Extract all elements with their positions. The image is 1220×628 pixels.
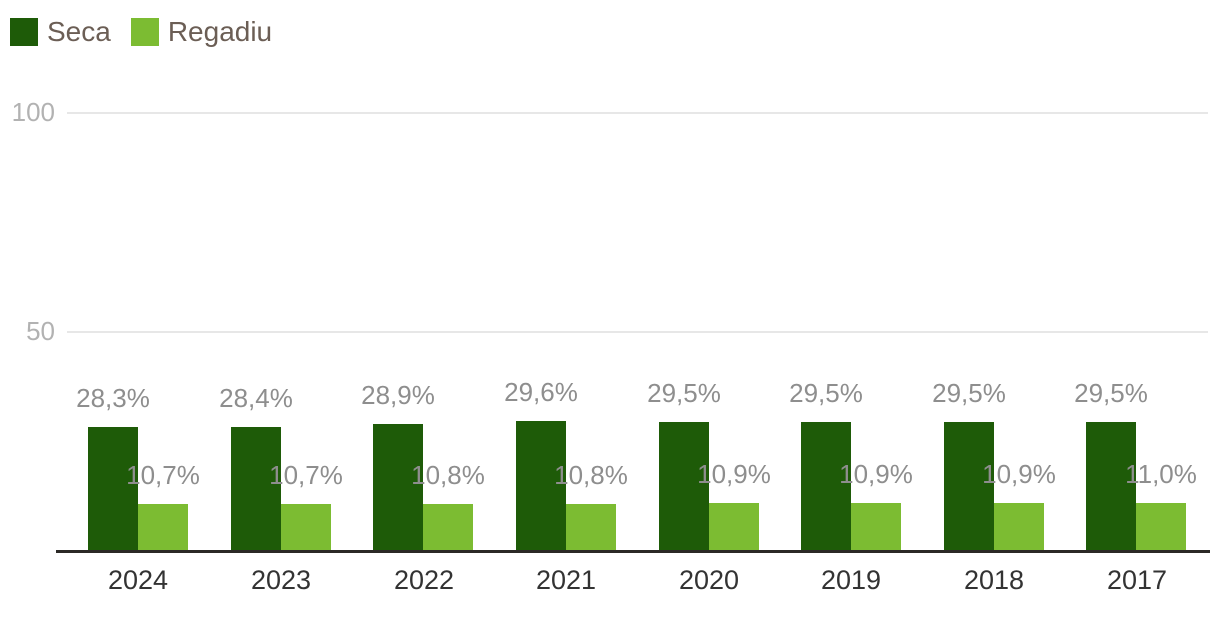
legend-item-seca[interactable]: Seca	[10, 16, 111, 48]
value-label-regadiu-2020: 10,9%	[697, 459, 771, 489]
x-axis-line	[56, 550, 1210, 553]
value-label-seca-2017: 29,5%	[1074, 378, 1148, 408]
x-axis-tick-2023: 2023	[250, 565, 312, 595]
x-axis-tick-2022: 2022	[393, 565, 455, 595]
bar-seca-2024[interactable]	[88, 427, 138, 551]
bar-regadiu-2017[interactable]	[1136, 503, 1186, 551]
value-label-seca-2020: 29,5%	[647, 378, 721, 408]
value-label-regadiu-2017: 11,0%	[1125, 459, 1197, 489]
x-axis-tick-2017: 2017	[1106, 565, 1168, 595]
value-label-seca-2018: 29,5%	[932, 378, 1006, 408]
value-label-seca-2023: 28,4%	[219, 383, 293, 413]
gridline-50	[67, 331, 1208, 333]
y-axis-tick-50: 50	[26, 316, 55, 346]
gridline-100	[67, 112, 1208, 114]
bar-regadiu-2019[interactable]	[851, 503, 901, 551]
bar-seca-2023[interactable]	[231, 427, 281, 551]
bar-seca-2020[interactable]	[659, 422, 709, 551]
legend-label-regadiu: Regadiu	[167, 16, 273, 47]
legend-swatch-regadiu-icon	[130, 18, 159, 46]
x-axis-tick-2021: 2021	[535, 565, 597, 595]
value-label-regadiu-2023: 10,7%	[269, 460, 343, 490]
value-label-seca-2024: 28,3%	[76, 383, 150, 413]
y-axis-tick-100: 100	[11, 97, 55, 127]
value-label-regadiu-2022: 10,8%	[411, 460, 485, 490]
legend-item-regadiu[interactable]: Regadiu	[130, 16, 273, 48]
bar-seca-2022[interactable]	[373, 424, 423, 551]
bar-regadiu-2023[interactable]	[281, 504, 331, 551]
bar-regadiu-2020[interactable]	[709, 503, 759, 551]
value-label-seca-2022: 28,9%	[361, 380, 435, 410]
bar-regadiu-2022[interactable]	[423, 504, 473, 551]
bar-regadiu-2021[interactable]	[566, 504, 616, 551]
value-label-seca-2021: 29,6%	[504, 377, 578, 407]
x-axis-tick-2019: 2019	[820, 565, 882, 595]
value-label-regadiu-2021: 10,8%	[554, 460, 628, 490]
x-axis-tick-2020: 2020	[678, 565, 740, 595]
legend-swatch-seca-icon	[10, 18, 38, 46]
bar-regadiu-2024[interactable]	[138, 504, 188, 551]
bar-seca-2019[interactable]	[801, 422, 851, 551]
bar-seca-2018[interactable]	[944, 422, 994, 551]
x-axis-tick-2018: 2018	[963, 565, 1025, 595]
legend-label-seca: Seca	[47, 16, 111, 47]
value-label-regadiu-2019: 10,9%	[839, 459, 913, 489]
value-label-seca-2019: 29,5%	[789, 378, 863, 408]
bar-regadiu-2018[interactable]	[994, 503, 1044, 551]
x-axis-tick-2024: 2024	[107, 565, 169, 595]
bar-seca-2021[interactable]	[516, 421, 566, 551]
chart-legend: Seca Regadiu	[10, 16, 272, 48]
value-label-regadiu-2018: 10,9%	[982, 459, 1056, 489]
value-label-regadiu-2024: 10,7%	[126, 460, 200, 490]
bar-seca-2017[interactable]	[1086, 422, 1136, 551]
